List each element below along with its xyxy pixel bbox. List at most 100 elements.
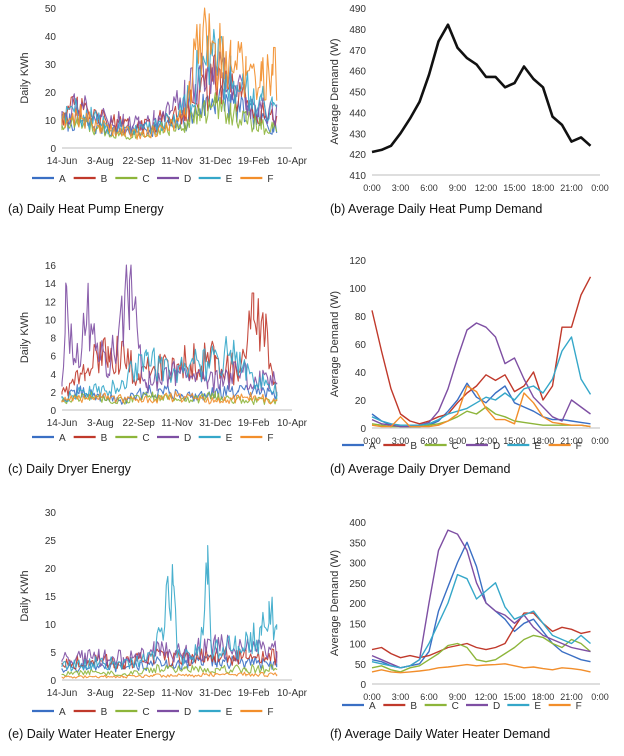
legend-label-c-f: F [267,433,273,444]
y-tick-label-f: 50 [355,660,367,671]
legend-label-d-c: C [452,441,459,452]
series-line-f-e [371,573,591,669]
x-tick-label-a: 3-Aug [87,156,114,167]
legend-label-a-a: A [59,174,66,185]
x-tick-label-b: 21:00 [560,183,583,193]
y-tick-label-a: 40 [45,32,57,43]
y-tick-label-b: 470 [349,46,366,57]
legend-label-f-c: C [452,701,459,712]
caption-a: (a) Daily Heat Pump Energy [8,202,164,216]
legend-label-d-e: E [534,441,541,452]
x-tick-label-d: 0:00 [363,436,381,446]
legend-label-e-d: D [184,707,191,718]
y-tick-label-b: 420 [349,150,366,161]
x-tick-label-b: 6:00 [420,183,438,193]
x-tick-label-b: 3:00 [392,183,410,193]
y-tick-label-b: 410 [349,171,366,182]
y-tick-label-c: 14 [45,279,57,290]
x-tick-label-e: 10-Apr [277,688,308,699]
y-tick-label-d: 120 [349,256,366,267]
y-tick-label-f: 250 [349,579,366,590]
y-tick-label-a: 10 [45,116,57,127]
x-tick-label-d: 12:00 [475,436,498,446]
y-tick-label-b: 440 [349,108,366,119]
legend-label-e-b: B [101,707,108,718]
series-line-f-f [371,663,591,674]
x-tick-label-e: 19-Feb [238,688,270,699]
x-tick-label-c: 31-Dec [199,418,231,429]
series-line-f-c [371,634,591,673]
x-tick-label-f: 15:00 [503,692,526,702]
legend-label-c-e: E [226,433,233,444]
series-line-c-f [61,390,278,405]
legend-label-f-b: B [410,701,417,712]
y-tick-label-f: 0 [360,680,366,691]
x-tick-label-c: 22-Sep [123,418,156,429]
caption-e: (e) Daily Water Heater Energy [8,727,176,741]
y-tick-label-a: 0 [50,144,56,155]
y-tick-label-d: 0 [360,424,366,435]
x-tick-label-f: 21:00 [560,692,583,702]
y-tick-label-e: 30 [45,508,57,519]
y-axis-label-d: Average Demand (W) [329,291,341,397]
y-axis-label-c: Daily KWh [19,312,31,363]
series-line-d-b [371,276,592,425]
y-tick-label-e: 20 [45,564,57,575]
x-tick-label-d: 6:00 [420,436,438,446]
y-tick-label-d: 80 [355,312,367,323]
y-tick-label-c: 8 [50,334,56,345]
x-tick-label-c: 11-Nov [161,418,193,429]
y-tick-label-a: 30 [45,60,57,71]
y-axis-label-a: Daily KWh [19,52,31,103]
y-tick-label-e: 0 [50,676,56,687]
caption-c: (c) Daily Dryer Energy [8,462,132,476]
legend-label-d-b: B [410,441,417,452]
x-tick-label-e: 11-Nov [161,688,193,699]
legend-label-f-d: D [493,701,500,712]
y-tick-label-f: 100 [349,640,366,651]
x-tick-label-d: 0:00 [591,436,609,446]
y-tick-label-a: 50 [45,4,57,15]
legend-label-e-c: C [142,707,149,718]
y-tick-label-f: 400 [349,518,366,529]
x-tick-label-a: 22-Sep [123,156,156,167]
series-line-d-f [371,385,591,428]
x-tick-label-e: 14-Jun [47,688,78,699]
legend-label-a-e: E [226,174,233,185]
series-line-d-a [371,382,591,428]
x-tick-label-e: 3-Aug [87,688,114,699]
series-line-c-a [61,384,278,405]
y-tick-label-f: 350 [349,538,366,549]
legend-label-d-d: D [493,441,500,452]
series-line-e-f [61,671,278,679]
series-line-e-e [61,545,278,672]
x-tick-label-f: 12:00 [475,692,498,702]
caption-f: (f) Average Daily Water Heater Demand [330,727,550,741]
y-tick-label-c: 0 [50,406,56,417]
y-tick-label-b: 480 [349,25,366,36]
x-tick-label-b: 18:00 [532,183,555,193]
y-tick-label-a: 20 [45,88,57,99]
x-tick-label-d: 21:00 [560,436,583,446]
y-tick-label-c: 2 [50,388,56,399]
series-line-a-f [61,7,278,140]
y-axis-label-f: Average Demand (W) [329,550,341,656]
series-line-c-d [61,264,278,393]
x-tick-label-d: 9:00 [449,436,467,446]
y-axis-label-e: Daily KWh [19,570,31,621]
x-tick-label-a: 14-Jun [47,156,78,167]
y-tick-label-d: 100 [349,284,366,295]
series-line-e-c [61,663,278,677]
x-tick-label-e: 31-Dec [199,688,231,699]
x-tick-label-a: 11-Nov [161,156,193,167]
x-tick-label-c: 14-Jun [47,418,78,429]
legend-label-e-f: F [267,707,273,718]
x-tick-label-a: 19-Feb [238,156,270,167]
x-tick-label-b: 0:00 [363,183,381,193]
legend-label-f-f: F [576,701,582,712]
x-tick-label-a: 10-Apr [277,156,308,167]
x-tick-label-c: 19-Feb [238,418,270,429]
x-tick-label-f: 0:00 [591,692,609,702]
legend-label-c-d: D [184,433,191,444]
x-tick-label-f: 9:00 [449,692,467,702]
